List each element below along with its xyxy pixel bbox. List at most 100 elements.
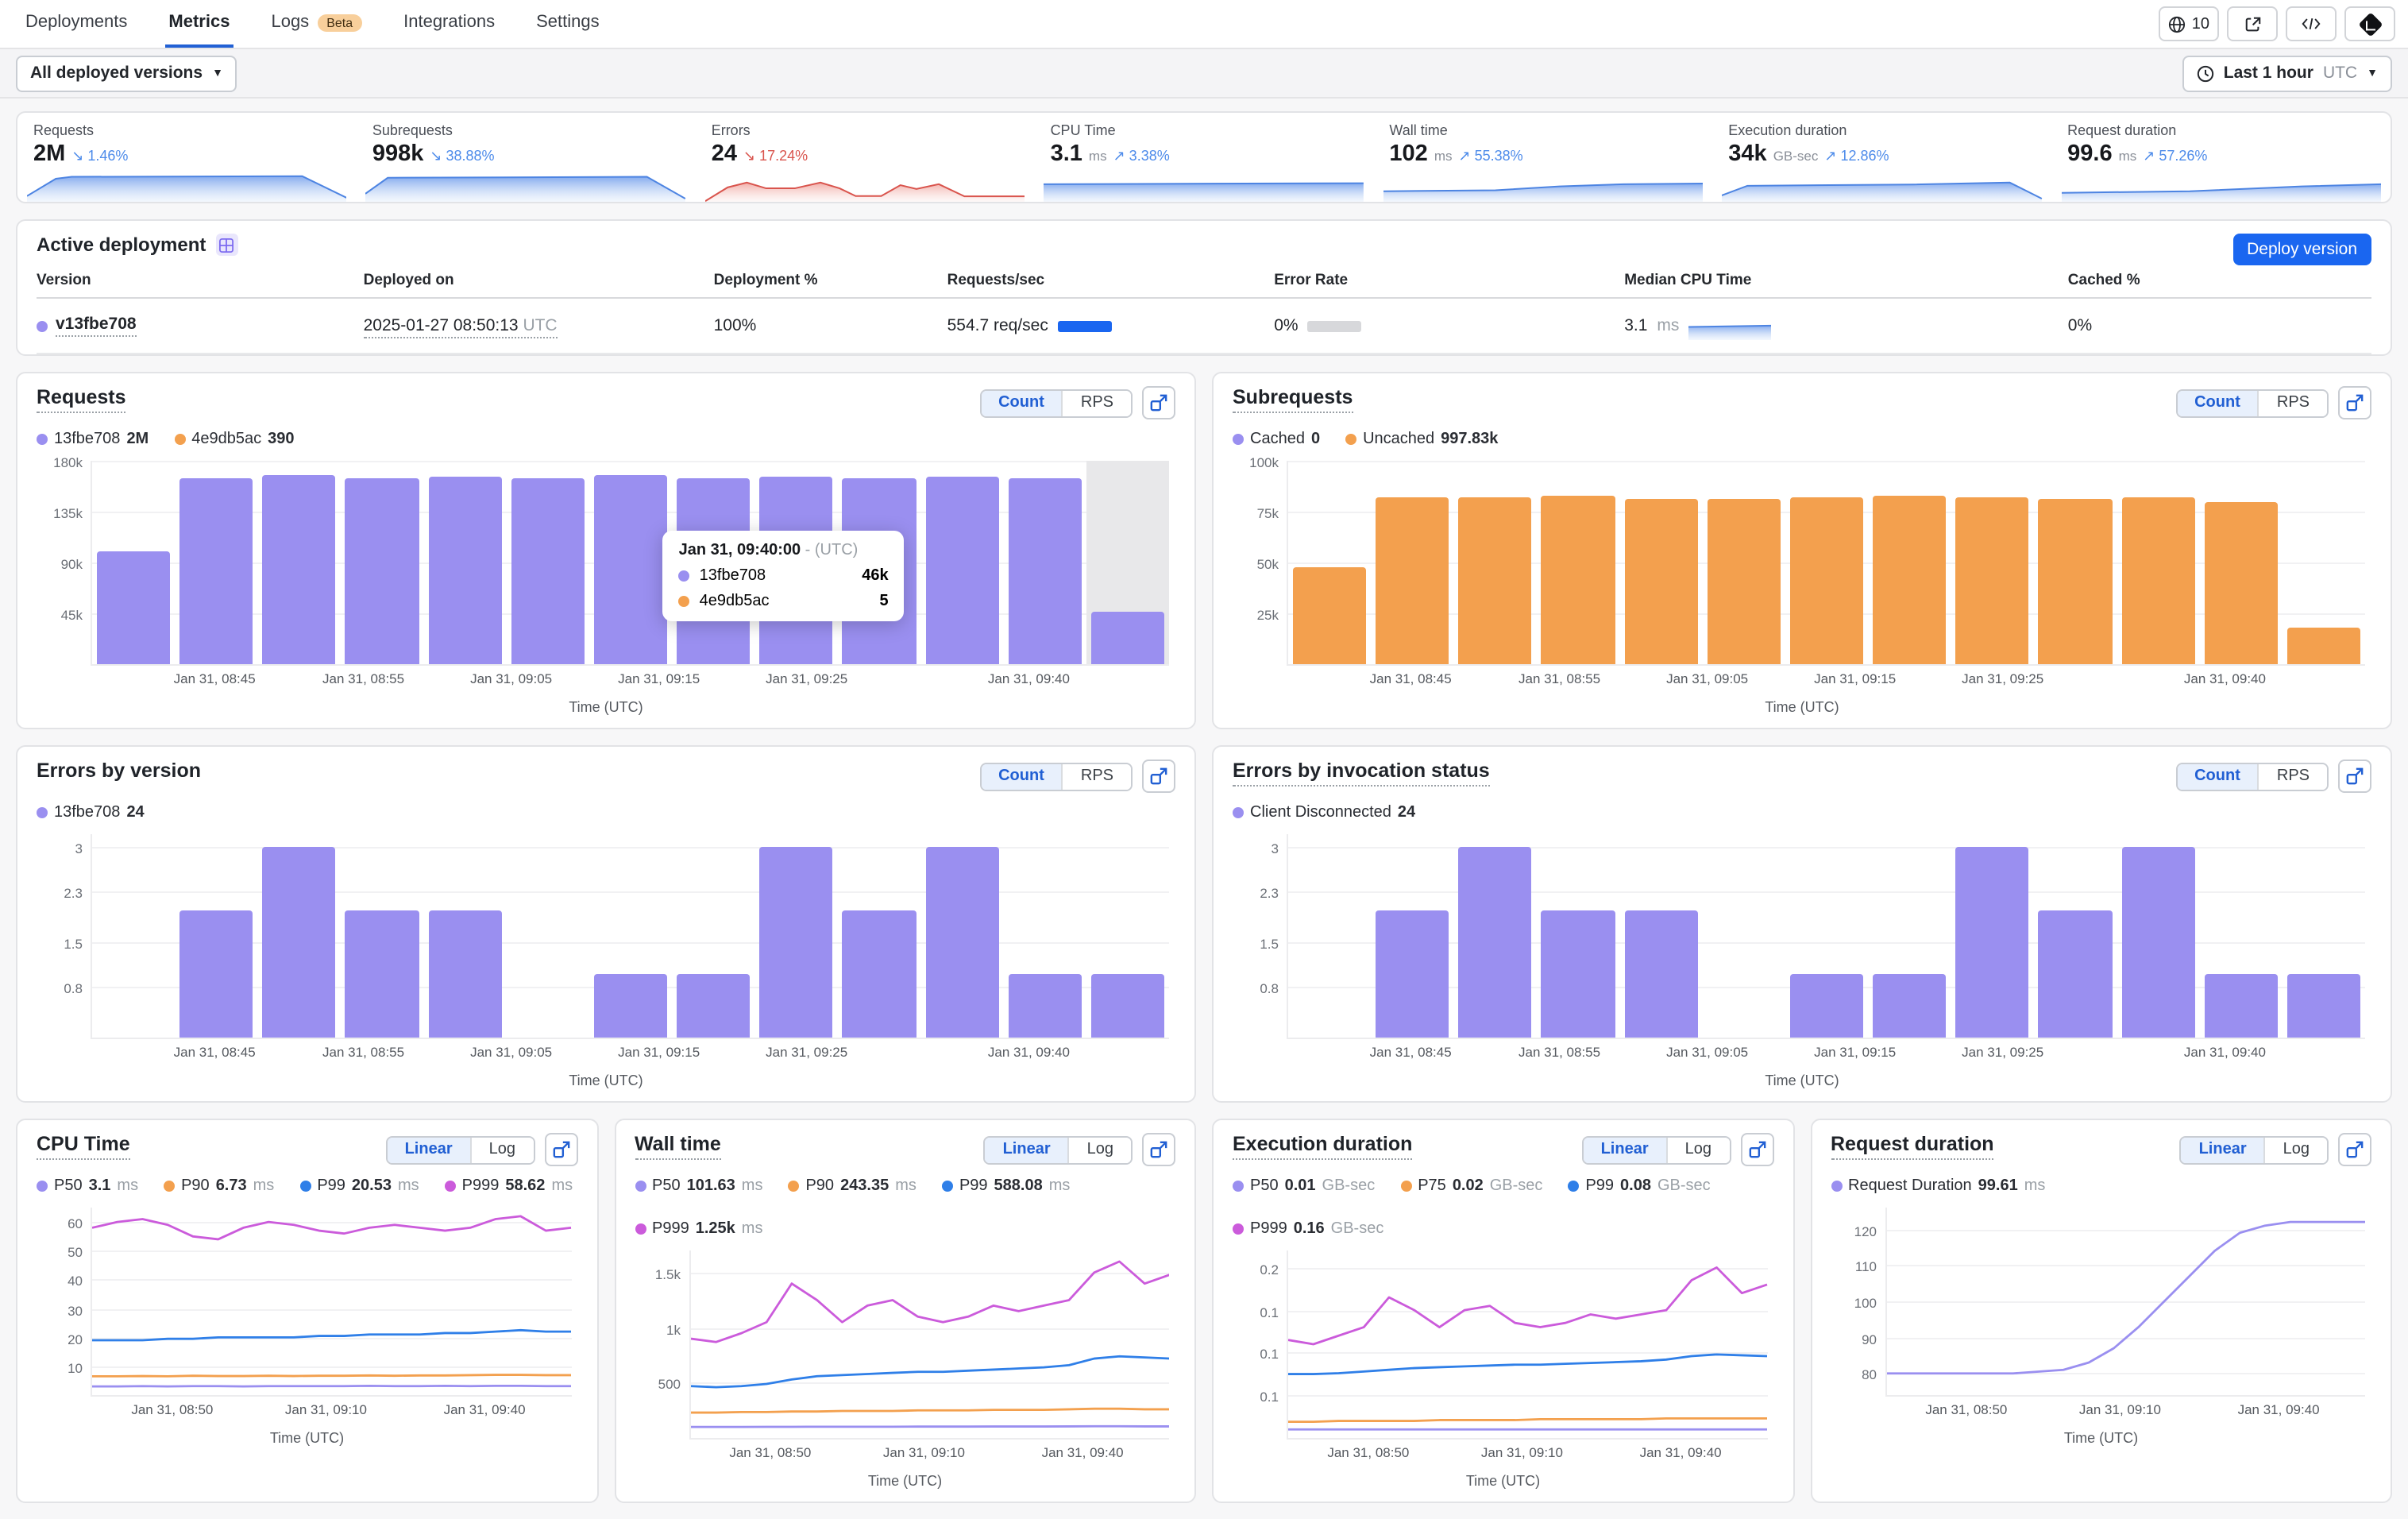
- bar[interactable]: [1873, 974, 1947, 1038]
- legend-unit: ms: [741, 1177, 763, 1195]
- toggle-count[interactable]: Count: [2177, 390, 2258, 416]
- bar[interactable]: [1090, 974, 1165, 1038]
- bar[interactable]: [1541, 910, 1615, 1038]
- legend-label: P50: [54, 1177, 83, 1195]
- bar[interactable]: [1624, 499, 1698, 664]
- requests-sec-cell: 554.7 req/sec: [947, 316, 1275, 335]
- bar[interactable]: [1008, 478, 1082, 664]
- y-tick-label: 3: [75, 841, 83, 856]
- expand-button[interactable]: [2338, 386, 2371, 419]
- errors-by-invocation-chart: 3 2.3 1.5 0.8 Jan 31, 08:45 Jan 31, 08:55 Jan …: [1233, 834, 2371, 1063]
- bar[interactable]: [1293, 566, 1367, 664]
- toggle-count[interactable]: Count: [981, 390, 1062, 416]
- bar[interactable]: [1376, 497, 1449, 664]
- bar-slot: [2283, 834, 2365, 1038]
- toggle-linear[interactable]: Linear: [985, 1137, 1068, 1162]
- bar[interactable]: [511, 477, 585, 664]
- bar[interactable]: [1090, 612, 1165, 664]
- bar[interactable]: [1955, 497, 2029, 664]
- bar[interactable]: [1789, 974, 1864, 1038]
- bar[interactable]: [2038, 910, 2113, 1038]
- tab-metrics[interactable]: Metrics: [165, 0, 233, 48]
- bar[interactable]: [2038, 499, 2113, 664]
- bar[interactable]: [925, 847, 999, 1038]
- bar[interactable]: [97, 551, 171, 664]
- y-tick-label: 75k: [1256, 505, 1279, 521]
- bar[interactable]: [2286, 974, 2361, 1038]
- bar[interactable]: [1789, 497, 1864, 664]
- bar[interactable]: [1458, 497, 1532, 664]
- bar[interactable]: [1376, 910, 1449, 1038]
- toggle-log[interactable]: Log: [469, 1137, 533, 1162]
- bar[interactable]: [1624, 910, 1698, 1038]
- bar[interactable]: [179, 477, 253, 664]
- bar[interactable]: [759, 847, 833, 1038]
- toggle-linear[interactable]: Linear: [387, 1137, 470, 1162]
- x-tick-label: Jan 31, 09:40: [2183, 1044, 2266, 1060]
- toggle-count[interactable]: Count: [2177, 763, 2258, 789]
- tab-integrations[interactable]: Integrations: [400, 0, 498, 48]
- bar[interactable]: [179, 910, 253, 1038]
- bar[interactable]: [593, 974, 668, 1038]
- bar[interactable]: [1707, 499, 1781, 664]
- bar[interactable]: [428, 910, 502, 1038]
- bar[interactable]: [1955, 847, 2029, 1038]
- expand-button[interactable]: [1142, 386, 1175, 419]
- external-link-button[interactable]: [2227, 6, 2278, 41]
- bar[interactable]: [2204, 501, 2278, 664]
- error-rate-value: 0%: [1274, 316, 1299, 335]
- deploy-version-button[interactable]: Deploy version: [2232, 234, 2371, 265]
- cpu-time-chart: 60 50 40 30 20 10 Jan 31, 08:50 Jan 31, 09:10 Ja…: [37, 1208, 577, 1420]
- bar[interactable]: [677, 974, 751, 1038]
- toggle-log[interactable]: Log: [1665, 1137, 1729, 1162]
- toggle-log[interactable]: Log: [1067, 1137, 1131, 1162]
- toggle-linear[interactable]: Linear: [2181, 1137, 2264, 1162]
- tab-logs[interactable]: Logs Beta: [268, 0, 365, 48]
- top-nav: Deployments Metrics Logs Beta Integration…: [0, 0, 2408, 49]
- expand-button[interactable]: [2338, 760, 2371, 793]
- toggle-log[interactable]: Log: [2263, 1137, 2327, 1162]
- expand-button[interactable]: [1142, 1133, 1175, 1166]
- tab-settings[interactable]: Settings: [533, 0, 603, 48]
- bar[interactable]: [1873, 495, 1947, 664]
- bar[interactable]: [925, 476, 999, 664]
- bar[interactable]: [262, 474, 336, 664]
- bar[interactable]: [1541, 495, 1615, 664]
- toggle-rps[interactable]: RPS: [1061, 763, 1131, 789]
- bar[interactable]: [2121, 497, 2195, 664]
- stat-sparkline: [704, 167, 1025, 202]
- bar[interactable]: [428, 476, 502, 664]
- legend-value: 24: [126, 804, 145, 821]
- x-tick-label: Jan 31, 09:40: [2183, 671, 2266, 686]
- toggle-rps[interactable]: RPS: [2257, 763, 2327, 789]
- bar[interactable]: [345, 478, 419, 664]
- bar[interactable]: [2121, 847, 2195, 1038]
- toggle-count[interactable]: Count: [981, 763, 1062, 789]
- table-view-icon[interactable]: [215, 234, 238, 256]
- toggle-rps[interactable]: RPS: [1061, 390, 1131, 416]
- versions-dropdown[interactable]: All deployed versions ▼: [16, 55, 237, 91]
- workers-button[interactable]: [2344, 6, 2395, 41]
- expand-button[interactable]: [544, 1133, 577, 1166]
- expand-button[interactable]: [1740, 1133, 1773, 1166]
- expand-button[interactable]: [2338, 1133, 2371, 1166]
- code-button[interactable]: [2286, 6, 2337, 41]
- bar[interactable]: [1008, 974, 1082, 1038]
- bar[interactable]: [262, 847, 336, 1038]
- toggle-linear[interactable]: Linear: [1583, 1137, 1666, 1162]
- bar[interactable]: [593, 475, 668, 664]
- bar[interactable]: [345, 910, 419, 1038]
- bar[interactable]: [2204, 974, 2278, 1038]
- expand-button[interactable]: [1142, 760, 1175, 793]
- y-tick-label: 90k: [60, 556, 83, 572]
- toggle-rps[interactable]: RPS: [2257, 390, 2327, 416]
- bar[interactable]: [2286, 627, 2361, 664]
- globe-button[interactable]: 10: [2158, 6, 2219, 41]
- bar[interactable]: [1458, 847, 1532, 1038]
- bar-slot: [2199, 834, 2282, 1038]
- bar[interactable]: [842, 910, 917, 1038]
- x-tick-label: Jan 31, 09:05: [1666, 671, 1749, 686]
- version-link[interactable]: v13fbe708: [56, 315, 137, 337]
- time-range-dropdown[interactable]: Last 1 hour UTC ▼: [2182, 55, 2392, 91]
- tab-deployments[interactable]: Deployments: [22, 0, 130, 48]
